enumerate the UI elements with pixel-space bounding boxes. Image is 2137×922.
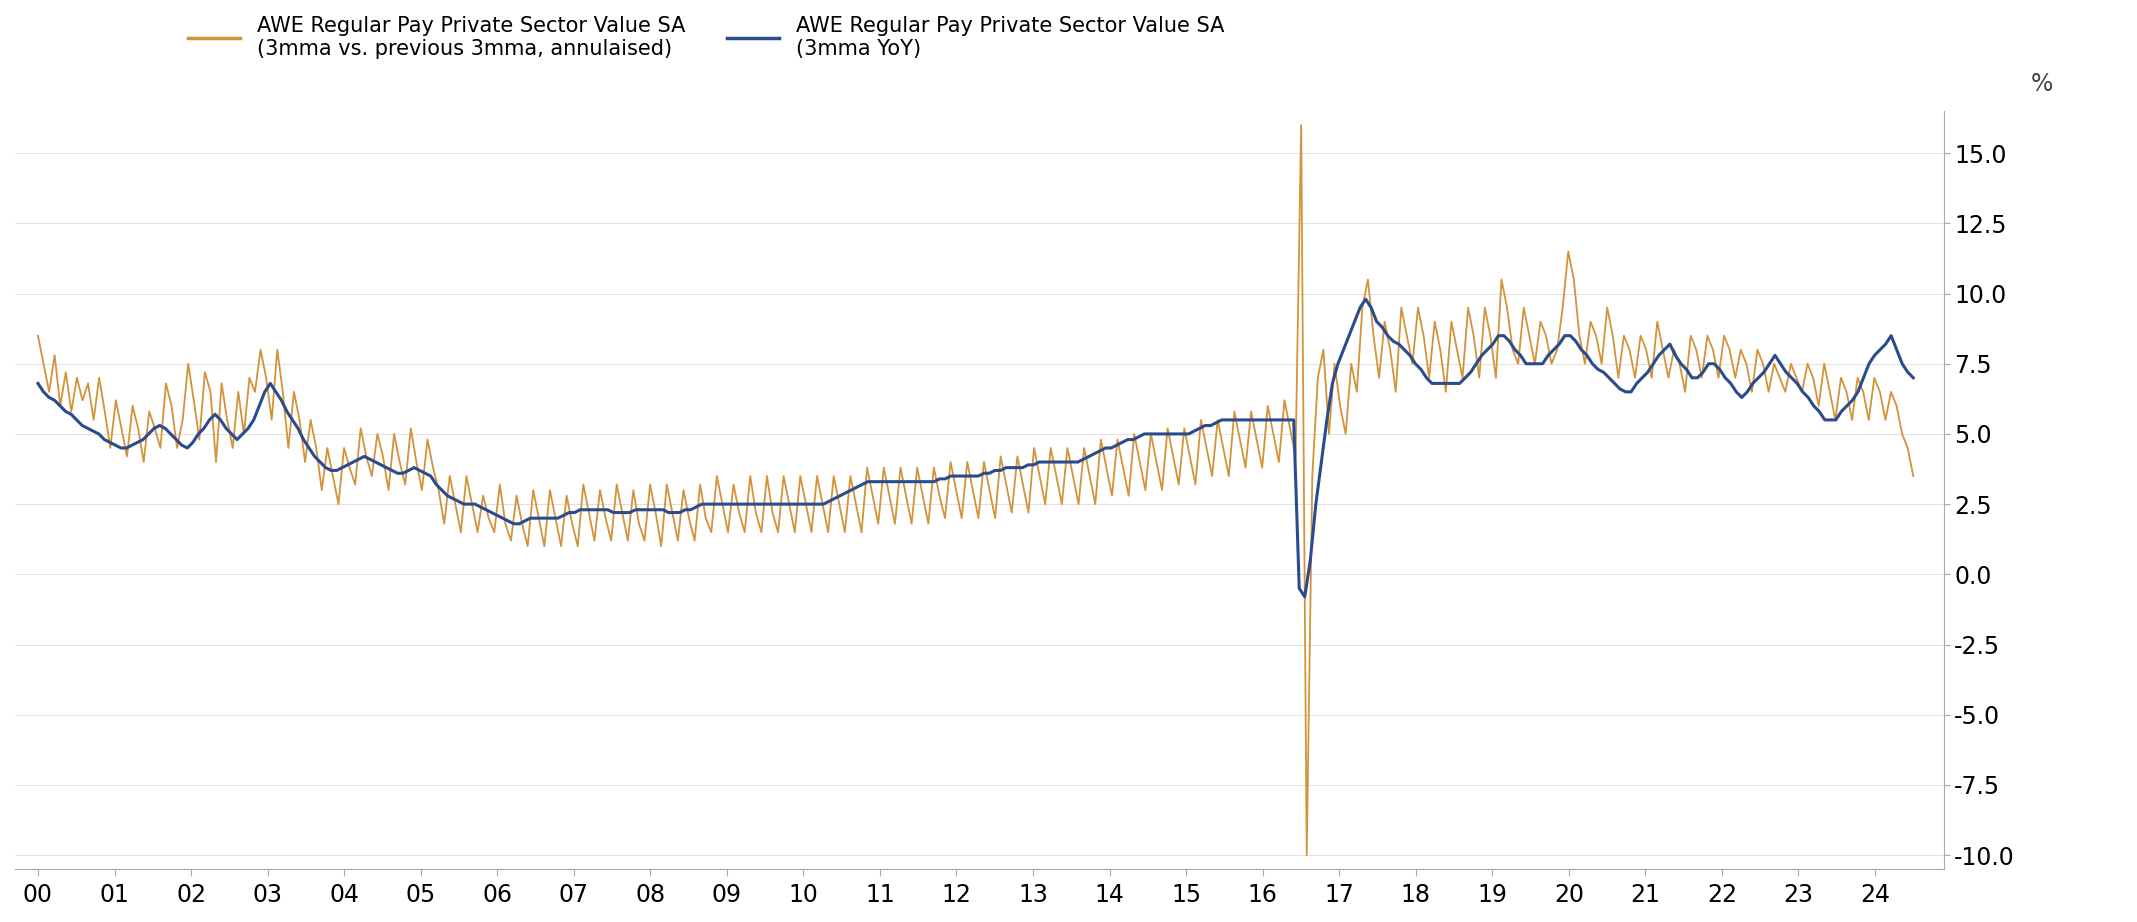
Legend: AWE Regular Pay Private Sector Value SA
(3mma vs. previous 3mma, annulaised), AW: AWE Regular Pay Private Sector Value SA …: [180, 7, 1233, 67]
Text: %: %: [2030, 72, 2054, 96]
